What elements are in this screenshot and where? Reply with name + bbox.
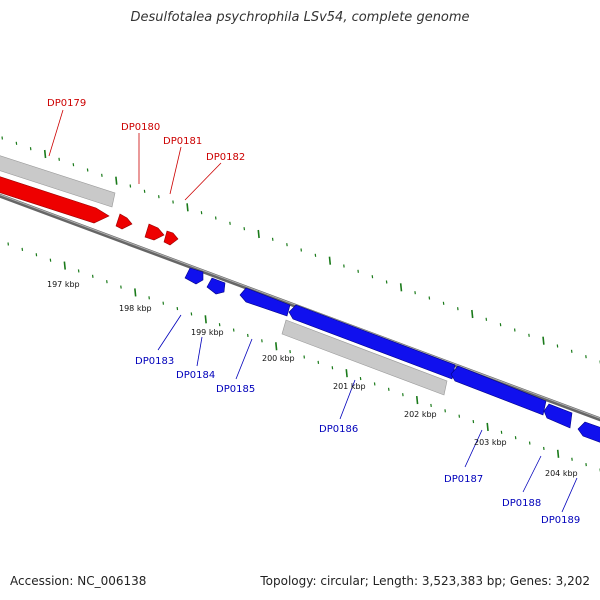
outer-tick-major (399, 283, 403, 292)
inner-tick-major (415, 395, 419, 405)
inner-tick-major (204, 315, 207, 324)
callout-line-dp0179 (48, 109, 64, 157)
gene-label-dp0187[interactable]: DP0187 (444, 474, 483, 485)
inner-tick-major (556, 449, 560, 458)
gene-arrow-dp0187[interactable] (450, 365, 547, 416)
outer-tick-major (257, 229, 260, 239)
inner-tick-major (486, 422, 489, 432)
gene-label-dp0179[interactable]: DP0179 (47, 98, 86, 109)
gene-label-dp0185[interactable]: DP0185 (216, 384, 255, 395)
callout-line-dp0187 (464, 429, 483, 468)
callout-line-dp0185 (235, 338, 253, 380)
gene-label-dp0184[interactable]: DP0184 (176, 370, 215, 381)
kbp-label-198: 198 kbp (119, 304, 152, 313)
kbp-label-199: 199 kbp (191, 328, 224, 337)
callout-line-dp0186 (339, 379, 356, 420)
outer-tick-track (1, 136, 600, 364)
outer-tick-major (115, 176, 118, 185)
inner-tick-major (63, 261, 66, 270)
kbp-label-202: 202 kbp (404, 410, 437, 419)
inner-tick-track (7, 242, 600, 472)
callout-line-dp0184 (196, 336, 203, 367)
gene-arrow-dp0181[interactable] (144, 223, 165, 241)
gene-arrow-dp0184[interactable] (206, 277, 226, 295)
gene-label-dp0183[interactable]: DP0183 (135, 356, 174, 367)
gene-arrow-dp0188[interactable] (543, 403, 573, 429)
gene-label-dp0182[interactable]: DP0182 (206, 152, 245, 163)
misc-feature-bar-reverse (281, 319, 448, 396)
gene-label-dp0189[interactable]: DP0189 (541, 515, 580, 526)
gene-label-dp0186[interactable]: DP0186 (319, 424, 358, 435)
gene-label-dp0188[interactable]: DP0188 (502, 498, 541, 509)
gene-arrow-dp0185[interactable] (239, 287, 291, 317)
kbp-label-204: 204 kbp (545, 469, 578, 478)
outer-tick-major (186, 203, 189, 212)
outer-tick-major (542, 336, 545, 345)
gene-arrow-dp0182[interactable] (163, 230, 179, 246)
outer-tick-major (43, 149, 47, 159)
gene-arrow-dp0179[interactable] (0, 176, 110, 224)
inner-tick-major (134, 288, 137, 297)
gene-label-dp0180[interactable]: DP0180 (121, 122, 160, 133)
gene-arrow-dp0186[interactable] (288, 304, 456, 380)
callout-line-dp0183 (157, 314, 182, 351)
map-title: Desulfotalea psychrophila LSv54, complet… (130, 10, 470, 25)
callout-line-dp0182 (184, 162, 222, 201)
gene-arrow-dp0183[interactable] (184, 267, 204, 285)
genome-summary: Topology: circular; Length: 3,523,383 bp… (260, 574, 590, 588)
accession-label: Accession: NC_006138 (10, 574, 147, 588)
callout-line-dp0189 (561, 477, 578, 513)
kbp-label-201: 201 kbp (333, 382, 366, 391)
kbp-label-200: 200 kbp (262, 354, 295, 363)
callout-line-dp0181 (169, 146, 182, 195)
outer-tick-major (328, 256, 332, 265)
misc-feature-bar-forward (0, 155, 116, 208)
gene-arrow-dp0189[interactable] (577, 421, 600, 443)
gene-arrow-dp0180[interactable] (115, 213, 133, 230)
inner-tick-major (275, 342, 278, 351)
callout-line-dp0188 (522, 455, 542, 493)
outer-tick-major (471, 309, 474, 319)
kbp-label-197: 197 kbp (47, 280, 80, 289)
kbp-label-203: 203 kbp (474, 438, 507, 447)
inner-tick-major (345, 369, 348, 378)
gene-label-dp0181[interactable]: DP0181 (163, 136, 202, 147)
